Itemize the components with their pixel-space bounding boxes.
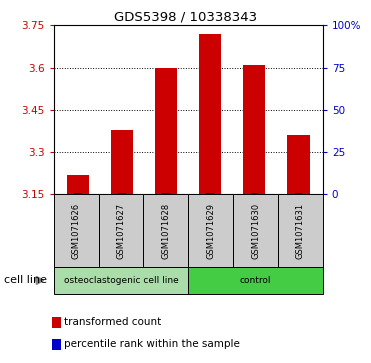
- Bar: [162, 192, 170, 194]
- Bar: [155, 68, 177, 194]
- Bar: [74, 192, 82, 194]
- Text: GSM1071628: GSM1071628: [161, 203, 170, 258]
- Text: control: control: [240, 276, 271, 285]
- Text: GSM1071631: GSM1071631: [296, 203, 305, 258]
- Text: GSM1071629: GSM1071629: [206, 203, 215, 258]
- Bar: [111, 130, 133, 194]
- Text: GSM1071627: GSM1071627: [116, 203, 125, 258]
- Bar: [199, 34, 221, 194]
- Bar: [67, 175, 89, 194]
- Bar: [288, 135, 309, 194]
- Text: osteoclastogenic cell line: osteoclastogenic cell line: [64, 276, 178, 285]
- Text: GSM1071626: GSM1071626: [72, 203, 81, 258]
- Text: percentile rank within the sample: percentile rank within the sample: [64, 339, 240, 349]
- Bar: [207, 192, 214, 194]
- Bar: [243, 65, 265, 194]
- Bar: [295, 192, 302, 194]
- Bar: [250, 192, 258, 194]
- Text: transformed count: transformed count: [64, 317, 161, 327]
- Text: GDS5398 / 10338343: GDS5398 / 10338343: [114, 11, 257, 24]
- Text: cell line: cell line: [4, 276, 47, 285]
- Bar: [118, 192, 126, 194]
- Text: GSM1071630: GSM1071630: [251, 203, 260, 258]
